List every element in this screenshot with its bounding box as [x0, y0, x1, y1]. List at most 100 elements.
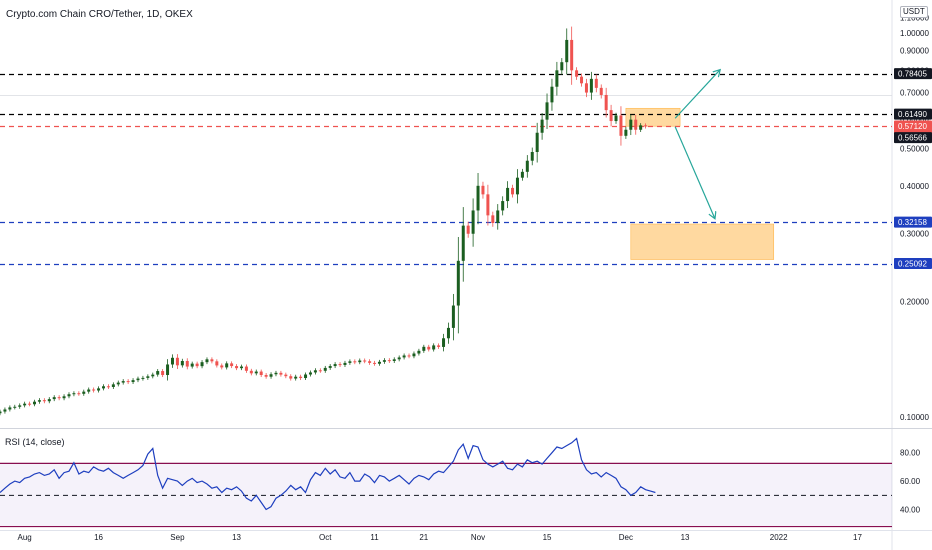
candle[interactable] [225, 361, 229, 370]
candle[interactable] [87, 387, 91, 394]
candle[interactable] [13, 404, 17, 410]
projection-arrow[interactable] [674, 70, 719, 119]
candle[interactable] [397, 355, 401, 362]
candle[interactable] [461, 207, 465, 282]
candle[interactable] [8, 405, 12, 412]
candle[interactable] [185, 358, 189, 370]
candle[interactable] [619, 106, 623, 146]
candle[interactable] [156, 369, 160, 377]
candle[interactable] [481, 181, 485, 199]
candle[interactable] [111, 382, 115, 389]
candle[interactable] [32, 399, 36, 407]
candle[interactable] [348, 359, 352, 365]
candle[interactable] [82, 389, 86, 396]
candle[interactable] [239, 364, 243, 371]
candle[interactable] [451, 293, 455, 341]
candle[interactable] [599, 84, 603, 99]
candle[interactable] [220, 363, 224, 370]
candle[interactable] [328, 364, 332, 370]
candle[interactable] [264, 373, 268, 379]
candle[interactable] [284, 372, 288, 379]
candle[interactable] [299, 374, 303, 381]
candle[interactable] [442, 333, 446, 352]
candle[interactable] [52, 395, 56, 402]
price-tag[interactable]: 0.61490 [894, 108, 932, 120]
candle[interactable] [67, 392, 71, 399]
candle[interactable] [62, 394, 66, 401]
candle[interactable] [589, 71, 593, 100]
candle[interactable] [249, 368, 253, 376]
candle[interactable] [624, 126, 628, 139]
candle[interactable] [580, 73, 584, 87]
candle[interactable] [501, 196, 505, 216]
candle[interactable] [614, 112, 618, 124]
candle[interactable] [97, 386, 101, 393]
candle[interactable] [515, 169, 519, 204]
candle[interactable] [37, 398, 41, 404]
candle[interactable] [555, 61, 559, 96]
price-tag[interactable]: 0.32158 [894, 216, 932, 228]
candle[interactable] [28, 401, 32, 407]
candle[interactable] [353, 359, 357, 365]
candle[interactable] [609, 104, 613, 127]
candle[interactable] [412, 351, 416, 359]
candle[interactable] [437, 343, 441, 349]
candle[interactable] [259, 369, 263, 378]
candle[interactable] [358, 358, 362, 365]
candle[interactable] [235, 364, 239, 371]
candle[interactable] [195, 361, 199, 369]
candle[interactable] [368, 359, 372, 365]
candle[interactable] [382, 358, 386, 364]
candle[interactable] [230, 361, 234, 369]
time-axis[interactable]: Aug 16 Sep 13 Oct 11 21 Nov 15 Dec 13 2022 17 [18, 533, 863, 542]
candle[interactable] [23, 401, 27, 408]
candle[interactable] [92, 387, 96, 393]
candle[interactable] [175, 354, 179, 370]
candle[interactable] [570, 26, 574, 85]
rsi-line[interactable] [0, 437, 656, 511]
candle[interactable] [402, 353, 406, 360]
candle[interactable] [550, 78, 554, 111]
candle[interactable] [629, 114, 633, 136]
candle[interactable] [565, 28, 569, 75]
candle[interactable] [422, 344, 426, 353]
candle[interactable] [254, 369, 258, 376]
candle[interactable] [466, 221, 470, 238]
target-zone[interactable] [630, 223, 775, 260]
candle[interactable] [77, 391, 81, 396]
candle[interactable] [274, 370, 278, 377]
candle[interactable] [131, 378, 135, 385]
candle[interactable] [417, 348, 421, 356]
candle[interactable] [294, 374, 298, 381]
candle[interactable] [343, 360, 347, 367]
candle[interactable] [106, 384, 110, 389]
candle[interactable] [604, 87, 608, 118]
candle[interactable] [47, 397, 51, 404]
candle[interactable] [215, 359, 219, 368]
candle[interactable] [530, 147, 534, 166]
candle[interactable] [476, 173, 480, 225]
candle[interactable] [166, 359, 170, 381]
candle[interactable] [210, 357, 214, 364]
candle[interactable] [57, 395, 61, 401]
candle[interactable] [170, 354, 174, 368]
candle[interactable] [146, 374, 150, 380]
candle[interactable] [639, 123, 643, 132]
candle[interactable] [545, 93, 549, 130]
candle[interactable] [377, 359, 381, 366]
candle[interactable] [560, 58, 564, 75]
candle[interactable] [304, 372, 308, 381]
candle[interactable] [279, 370, 283, 377]
candle[interactable] [121, 379, 125, 385]
candle[interactable] [644, 123, 648, 129]
candle[interactable] [456, 236, 460, 334]
candle[interactable] [200, 360, 204, 369]
candle[interactable] [151, 372, 155, 379]
candle[interactable] [486, 184, 490, 226]
candles[interactable] [0, 26, 648, 416]
candle[interactable] [323, 365, 327, 373]
candle[interactable] [387, 358, 391, 363]
candle[interactable] [427, 344, 431, 352]
candle[interactable] [136, 376, 140, 383]
price-tag[interactable]: 0.78405 [894, 68, 932, 80]
